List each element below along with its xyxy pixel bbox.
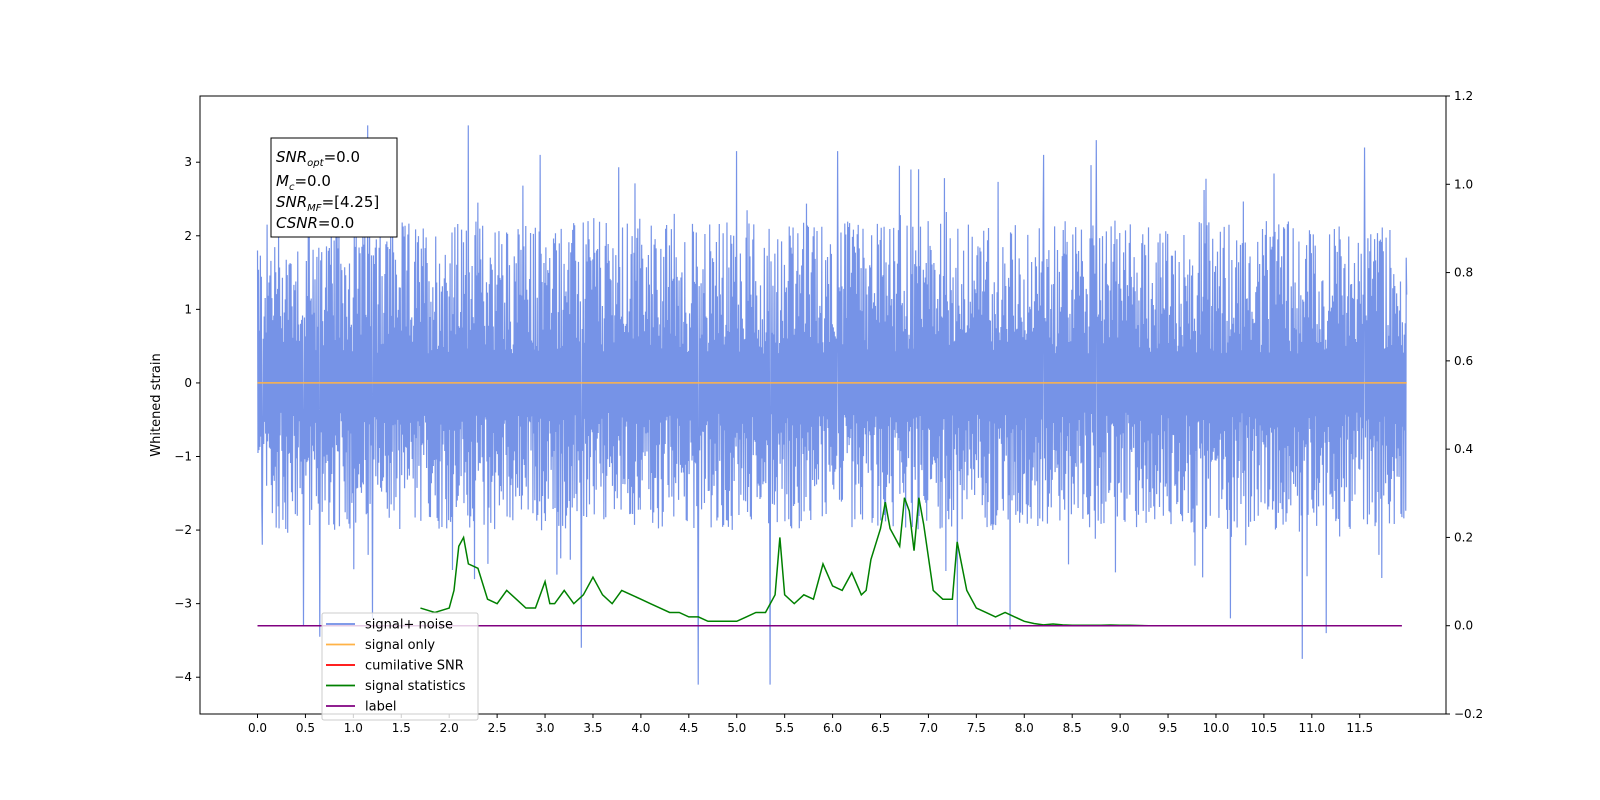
x-tick-label: 11.5	[1346, 721, 1373, 735]
y2-tick-label: −0.2	[1454, 707, 1483, 721]
x-tick-label: 6.5	[871, 721, 890, 735]
x-tick-label: 4.5	[679, 721, 698, 735]
y-tick-label: −3	[174, 597, 192, 611]
y-axis-label: Whitened strain	[149, 353, 164, 456]
y2-axis: −0.2 0.0 0.2 0.4 0.6 0.8 1.0 1.2	[1446, 89, 1483, 721]
x-tick-label: 10.0	[1203, 721, 1230, 735]
annotation-snr-opt: SNRopt=0.0	[276, 148, 360, 169]
x-tick-label: 8.0	[1015, 721, 1034, 735]
annotation-box: SNRopt=0.0 Mc=0.0 SNRMF=[4.25] CSNR=0.0	[270, 137, 398, 238]
x-tick-label: 2.0	[440, 721, 459, 735]
legend-label: cumilative SNR	[365, 659, 464, 674]
x-tick-label: 0.0	[248, 721, 267, 735]
y2-tick-label: 0.8	[1454, 266, 1473, 280]
y2-tick-label: 0.6	[1454, 354, 1473, 368]
plot-frame	[199, 95, 1447, 715]
x-tick-label: 9.5	[1158, 721, 1177, 735]
legend: signal+ noise signal only cumilative SNR si…	[321, 612, 479, 721]
y-tick-label: 2	[184, 229, 192, 243]
x-tick-label: 8.5	[1063, 721, 1082, 735]
x-tick-label: 9.0	[1111, 721, 1130, 735]
x-tick-label: 1.5	[392, 721, 411, 735]
x-tick-label: 11.0	[1298, 721, 1325, 735]
x-tick-label: 5.5	[775, 721, 794, 735]
y2-tick-label: 0.0	[1454, 619, 1473, 633]
x-axis: 0.0 0.5 1.0 1.5 2.0 2.5 3.0 3.5 4.0 4.5 5.0 5.5 6.0 6…	[248, 714, 1373, 735]
legend-label: signal only	[365, 638, 435, 653]
x-tick-label: 5.0	[727, 721, 746, 735]
x-tick-label: 7.0	[919, 721, 938, 735]
signal-noise-line	[256, 125, 1408, 685]
series-line-signal-statistics	[420, 497, 1169, 627]
y-tick-label: −2	[174, 523, 192, 537]
x-tick-label: 10.5	[1251, 721, 1278, 735]
x-tick-label: 3.5	[583, 721, 602, 735]
legend-label: signal statistics	[365, 679, 466, 694]
x-tick-label: 0.5	[296, 721, 315, 735]
y-axis: −4 −3 −2 −1 0 1 2 3	[174, 155, 200, 684]
y-tick-label: −1	[174, 450, 192, 464]
y2-tick-label: 0.2	[1454, 530, 1473, 544]
y-tick-label: 0	[184, 376, 192, 390]
legend-label: label	[365, 700, 396, 715]
y2-tick-label: 1.2	[1454, 89, 1473, 103]
x-tick-label: 1.0	[344, 721, 363, 735]
annotation-mc: Mc=0.0	[276, 172, 331, 193]
y-tick-label: 3	[184, 155, 192, 169]
y-tick-label: −4	[174, 670, 192, 684]
y2-tick-label: 0.4	[1454, 442, 1473, 456]
x-tick-label: 7.5	[967, 721, 986, 735]
x-tick-label: 2.5	[488, 721, 507, 735]
y-tick-label: 1	[184, 302, 192, 316]
x-tick-label: 6.0	[823, 721, 842, 735]
annotation-csnr: CSNR=0.0	[276, 214, 354, 232]
x-tick-label: 4.0	[631, 721, 650, 735]
y2-tick-label: 1.0	[1454, 177, 1473, 191]
legend-label: signal+ noise	[365, 618, 453, 633]
signal-noise-series	[256, 125, 1408, 685]
annotation-snr-mf: SNRMF=[4.25]	[276, 193, 379, 214]
x-tick-label: 3.0	[535, 721, 554, 735]
